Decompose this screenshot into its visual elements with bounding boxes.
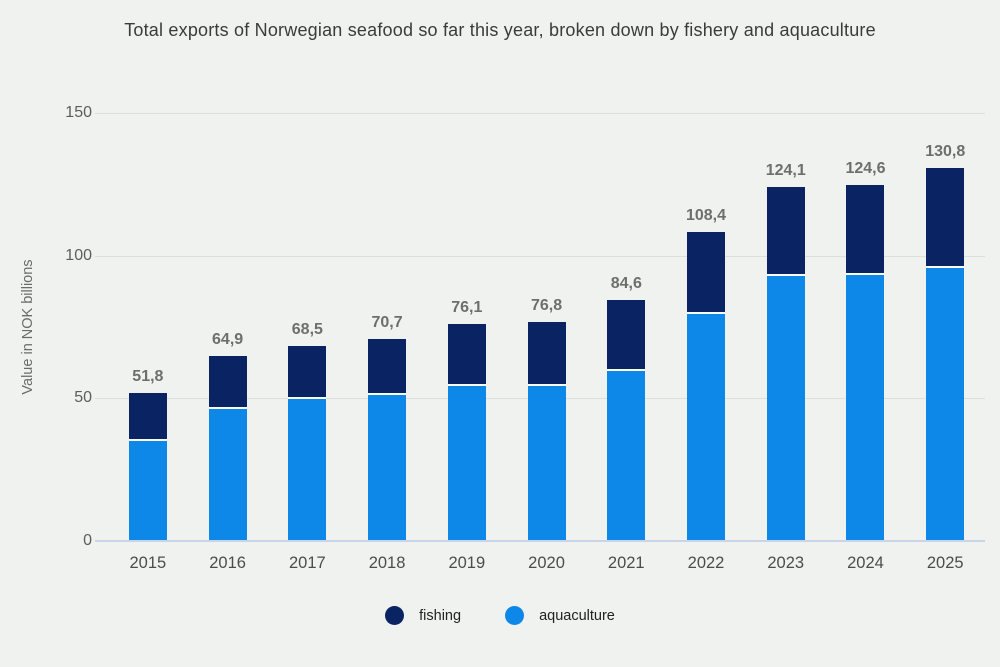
total-value-label-2016: 64,9 xyxy=(212,330,244,348)
total-value-label-2025: 130,8 xyxy=(925,142,966,160)
bar-column-2017: 68,5 2017 xyxy=(267,113,347,572)
bar-segment-fishing-2021[interactable] xyxy=(607,299,646,371)
legend-label-aquaculture: aquaculture xyxy=(539,607,615,624)
bar-segment-aquaculture-2020[interactable] xyxy=(527,386,566,541)
bar-segment-aquaculture-2022[interactable] xyxy=(687,314,725,541)
bar-segment-aquaculture-2024[interactable] xyxy=(846,275,885,541)
bar-segment-fishing-2022[interactable] xyxy=(687,231,725,315)
x-tick-label-2018: 2018 xyxy=(368,554,406,572)
bar-segment-aquaculture-2018[interactable] xyxy=(368,394,407,541)
total-value-label-2024: 124,6 xyxy=(845,160,886,178)
legend: fishing aquaculture xyxy=(0,606,1000,625)
bar-segment-fishing-2024[interactable] xyxy=(846,185,885,276)
bar-column-2019: 76,1 2019 xyxy=(427,113,507,572)
x-tick-label-2019: 2019 xyxy=(448,554,486,572)
x-tick-label-2023: 2023 xyxy=(767,554,805,572)
bar-segment-fishing-2020[interactable] xyxy=(527,321,566,387)
x-tick-label-2020: 2020 xyxy=(528,554,565,572)
x-tick-label-2025: 2025 xyxy=(926,554,964,572)
y-tick-label-0: 0 xyxy=(83,532,92,549)
bar-column-2024: 124,6 2024 xyxy=(826,113,906,572)
bar-segment-fishing-2018[interactable] xyxy=(368,339,407,395)
bar-column-2020: 76,8 2020 xyxy=(507,113,587,572)
legend-swatch-aquaculture-icon xyxy=(505,606,525,625)
gridline-150 xyxy=(95,113,985,114)
total-value-label-2020: 76,8 xyxy=(530,296,563,314)
legend-item-aquaculture[interactable]: aquaculture xyxy=(505,606,615,625)
y-tick-label-50: 50 xyxy=(74,389,92,407)
plot-area: Value in NOK billions 0 50 100 150 51,8 2015… xyxy=(20,104,985,572)
bar-segment-fishing-2017[interactable] xyxy=(288,345,327,399)
y-tick-label-100: 100 xyxy=(65,246,92,264)
bar-segment-aquaculture-2021[interactable] xyxy=(607,370,646,541)
bar-segment-fishing-2019[interactable] xyxy=(447,323,486,387)
bar-segment-fishing-2016[interactable] xyxy=(208,355,247,409)
bar-segment-aquaculture-2019[interactable] xyxy=(447,386,486,541)
bar-column-2016: 64,9 2016 xyxy=(188,113,268,572)
bar-column-2018: 70,7 2018 xyxy=(347,113,427,572)
bar-column-2015: 51,8 2015 xyxy=(108,113,188,572)
total-value-label-2017: 68,5 xyxy=(291,320,323,338)
x-tick-label-2022: 2022 xyxy=(687,554,725,572)
total-value-label-2019: 76,1 xyxy=(451,298,483,316)
bars-layer: 51,8 2015 64,9 2016 68,5 2017 70,7 2018 76,1 2019… xyxy=(108,113,985,572)
x-tick-label-2024: 2024 xyxy=(847,554,884,572)
legend-swatch-fishing-icon xyxy=(385,606,405,625)
bar-segment-fishing-2015[interactable] xyxy=(128,393,167,442)
total-value-label-2022: 108,4 xyxy=(685,206,727,224)
bar-column-2022: 108,4 2022 xyxy=(666,113,746,572)
bar-segment-aquaculture-2023[interactable] xyxy=(766,275,805,541)
x-axis-line xyxy=(95,540,985,542)
total-value-label-2018: 70,7 xyxy=(371,314,403,332)
x-tick-label-2021: 2021 xyxy=(607,554,645,572)
x-tick-label-2016: 2016 xyxy=(209,554,246,572)
bar-segment-aquaculture-2016[interactable] xyxy=(208,408,247,541)
total-value-label-2023: 124,1 xyxy=(765,161,806,179)
y-tick-label-150: 150 xyxy=(65,104,92,121)
x-tick-label-2015: 2015 xyxy=(129,554,167,572)
legend-label-fishing: fishing xyxy=(419,607,462,624)
chart-title: Total exports of Norwegian seafood so fa… xyxy=(124,20,876,40)
bar-column-2021: 84,6 2021 xyxy=(586,113,666,572)
bar-column-2023: 124,1 2023 xyxy=(746,113,826,572)
bar-segment-aquaculture-2015[interactable] xyxy=(128,441,167,541)
bar-segment-fishing-2023[interactable] xyxy=(766,186,805,276)
legend-item-fishing[interactable]: fishing xyxy=(385,606,461,625)
gridline-100 xyxy=(95,255,985,257)
bar-column-2025: 130,8 2025 xyxy=(905,113,985,572)
bar-segment-fishing-2025[interactable] xyxy=(926,167,965,269)
bar-segment-aquaculture-2025[interactable] xyxy=(926,268,965,541)
total-value-label-2015: 51,8 xyxy=(132,368,164,386)
total-value-label-2021: 84,6 xyxy=(610,274,642,292)
y-axis-title: Value in NOK billions xyxy=(20,259,36,395)
bar-segment-aquaculture-2017[interactable] xyxy=(288,398,327,541)
x-tick-label-2017: 2017 xyxy=(288,554,326,572)
